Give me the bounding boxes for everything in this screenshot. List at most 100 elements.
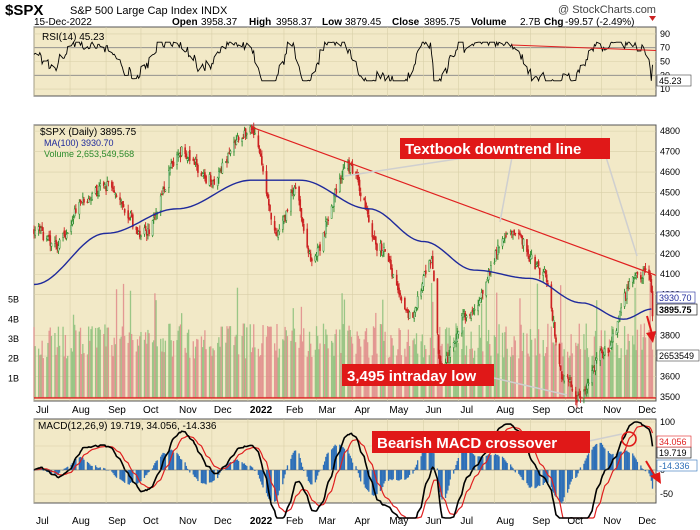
candle-body (368, 214, 370, 222)
volume-bar (514, 340, 516, 398)
macd-histogram-bar (301, 466, 304, 470)
volume-bar (380, 324, 383, 398)
macd-histogram-bar (90, 465, 92, 470)
macd-histogram-bar (496, 454, 498, 470)
volume-bar (587, 357, 590, 398)
macd-histogram-bar (307, 470, 310, 481)
candle-body (98, 185, 100, 196)
rsi-tick-label: 90 (660, 29, 670, 39)
candle-body (534, 256, 536, 269)
macd-histogram-bar (99, 467, 101, 470)
macd-histogram-bar (423, 445, 426, 470)
candle-body (47, 236, 49, 240)
candle-body (235, 139, 238, 145)
volume-bar (504, 332, 506, 398)
candle-body (413, 312, 415, 319)
macd-histogram-bar (579, 467, 582, 470)
candle-body (571, 388, 574, 391)
volume-bar (560, 285, 562, 398)
volume-bar (250, 352, 253, 398)
macd-histogram-bar (282, 470, 284, 485)
macd-histogram-bar (480, 456, 483, 470)
signal-tag-text: 34.056 (659, 437, 687, 447)
volume-bar (164, 340, 167, 398)
macd-histogram-bar (440, 470, 442, 498)
candle-body (574, 391, 577, 400)
x-axis-label: Mar (319, 405, 337, 416)
candle-body (440, 361, 442, 365)
macd-histogram-bar (608, 453, 611, 470)
macd-histogram-bar (365, 470, 368, 490)
macd-histogram-bar (144, 470, 147, 476)
candle-body (502, 238, 505, 242)
macd-histogram-bar (571, 470, 573, 480)
candle-body (591, 370, 593, 384)
volume-bar (251, 347, 254, 398)
candle-body (366, 209, 369, 215)
volume-bar (228, 326, 230, 398)
macd-histogram-bar (205, 470, 207, 485)
volume-bar (641, 349, 643, 398)
volume-bar (219, 346, 221, 398)
macd-histogram-bar (269, 470, 271, 500)
volume-bar (217, 342, 219, 398)
macd-histogram-bar (284, 470, 286, 475)
candle-body (559, 365, 562, 371)
candle-body (527, 249, 529, 255)
x-axis-label: Dec (214, 405, 232, 416)
volume-bar (585, 323, 587, 398)
candle-body (120, 200, 123, 203)
candle-body (79, 199, 82, 202)
volume-bar (221, 326, 223, 398)
volume-bar (571, 353, 573, 398)
candle-body (123, 208, 126, 213)
ma-tag (656, 291, 696, 304)
macd-histogram-bar (566, 470, 569, 493)
volume-bar (75, 330, 77, 398)
price-tick-label: 4700 (660, 147, 680, 157)
volume-bar (290, 340, 292, 398)
candle-body (299, 199, 302, 211)
x-axis-label: Feb (286, 405, 304, 416)
volume-bar (262, 325, 264, 398)
candle-body (626, 288, 628, 300)
volume-bar (201, 347, 204, 398)
x-axis-label: Oct (567, 405, 583, 416)
volume-tick-label: 3B (8, 334, 19, 344)
price-tick-label: 4400 (660, 208, 680, 218)
macd-histogram-bar (632, 453, 634, 470)
candle-body (431, 256, 434, 269)
candle-body (152, 217, 155, 220)
candle-body (192, 158, 195, 161)
volume-bar (48, 330, 50, 398)
candle-body (188, 150, 191, 161)
macd-histogram-bar (111, 470, 113, 472)
candle-body (335, 188, 338, 194)
volume-bar (512, 355, 514, 398)
macd-histogram-bar (324, 461, 326, 470)
candle-body (452, 342, 455, 348)
volume-bar (487, 329, 490, 398)
candle-body (471, 310, 474, 312)
volume-bar (648, 330, 650, 398)
candle-body (398, 287, 400, 295)
macd-histogram-bar (380, 470, 383, 490)
candle-body (300, 207, 303, 218)
volume-bar (558, 342, 561, 398)
candle-body (535, 264, 538, 267)
candle-body (416, 296, 419, 309)
macd-histogram-bar (562, 470, 564, 502)
candle-body (599, 350, 602, 361)
volume-bar (521, 350, 523, 398)
candle-body (602, 354, 605, 356)
volume-bar (244, 358, 247, 398)
x-axis-label: Sep (108, 405, 126, 416)
macd-histogram-bar (437, 470, 440, 483)
macd-histogram-bar (619, 451, 621, 470)
volume-bar (527, 353, 529, 398)
x-axis-label: Jul (460, 516, 473, 527)
volume-tag-text: 2653549 (659, 351, 694, 361)
volume-bar (184, 347, 186, 398)
macd-histogram-bar (322, 464, 325, 470)
